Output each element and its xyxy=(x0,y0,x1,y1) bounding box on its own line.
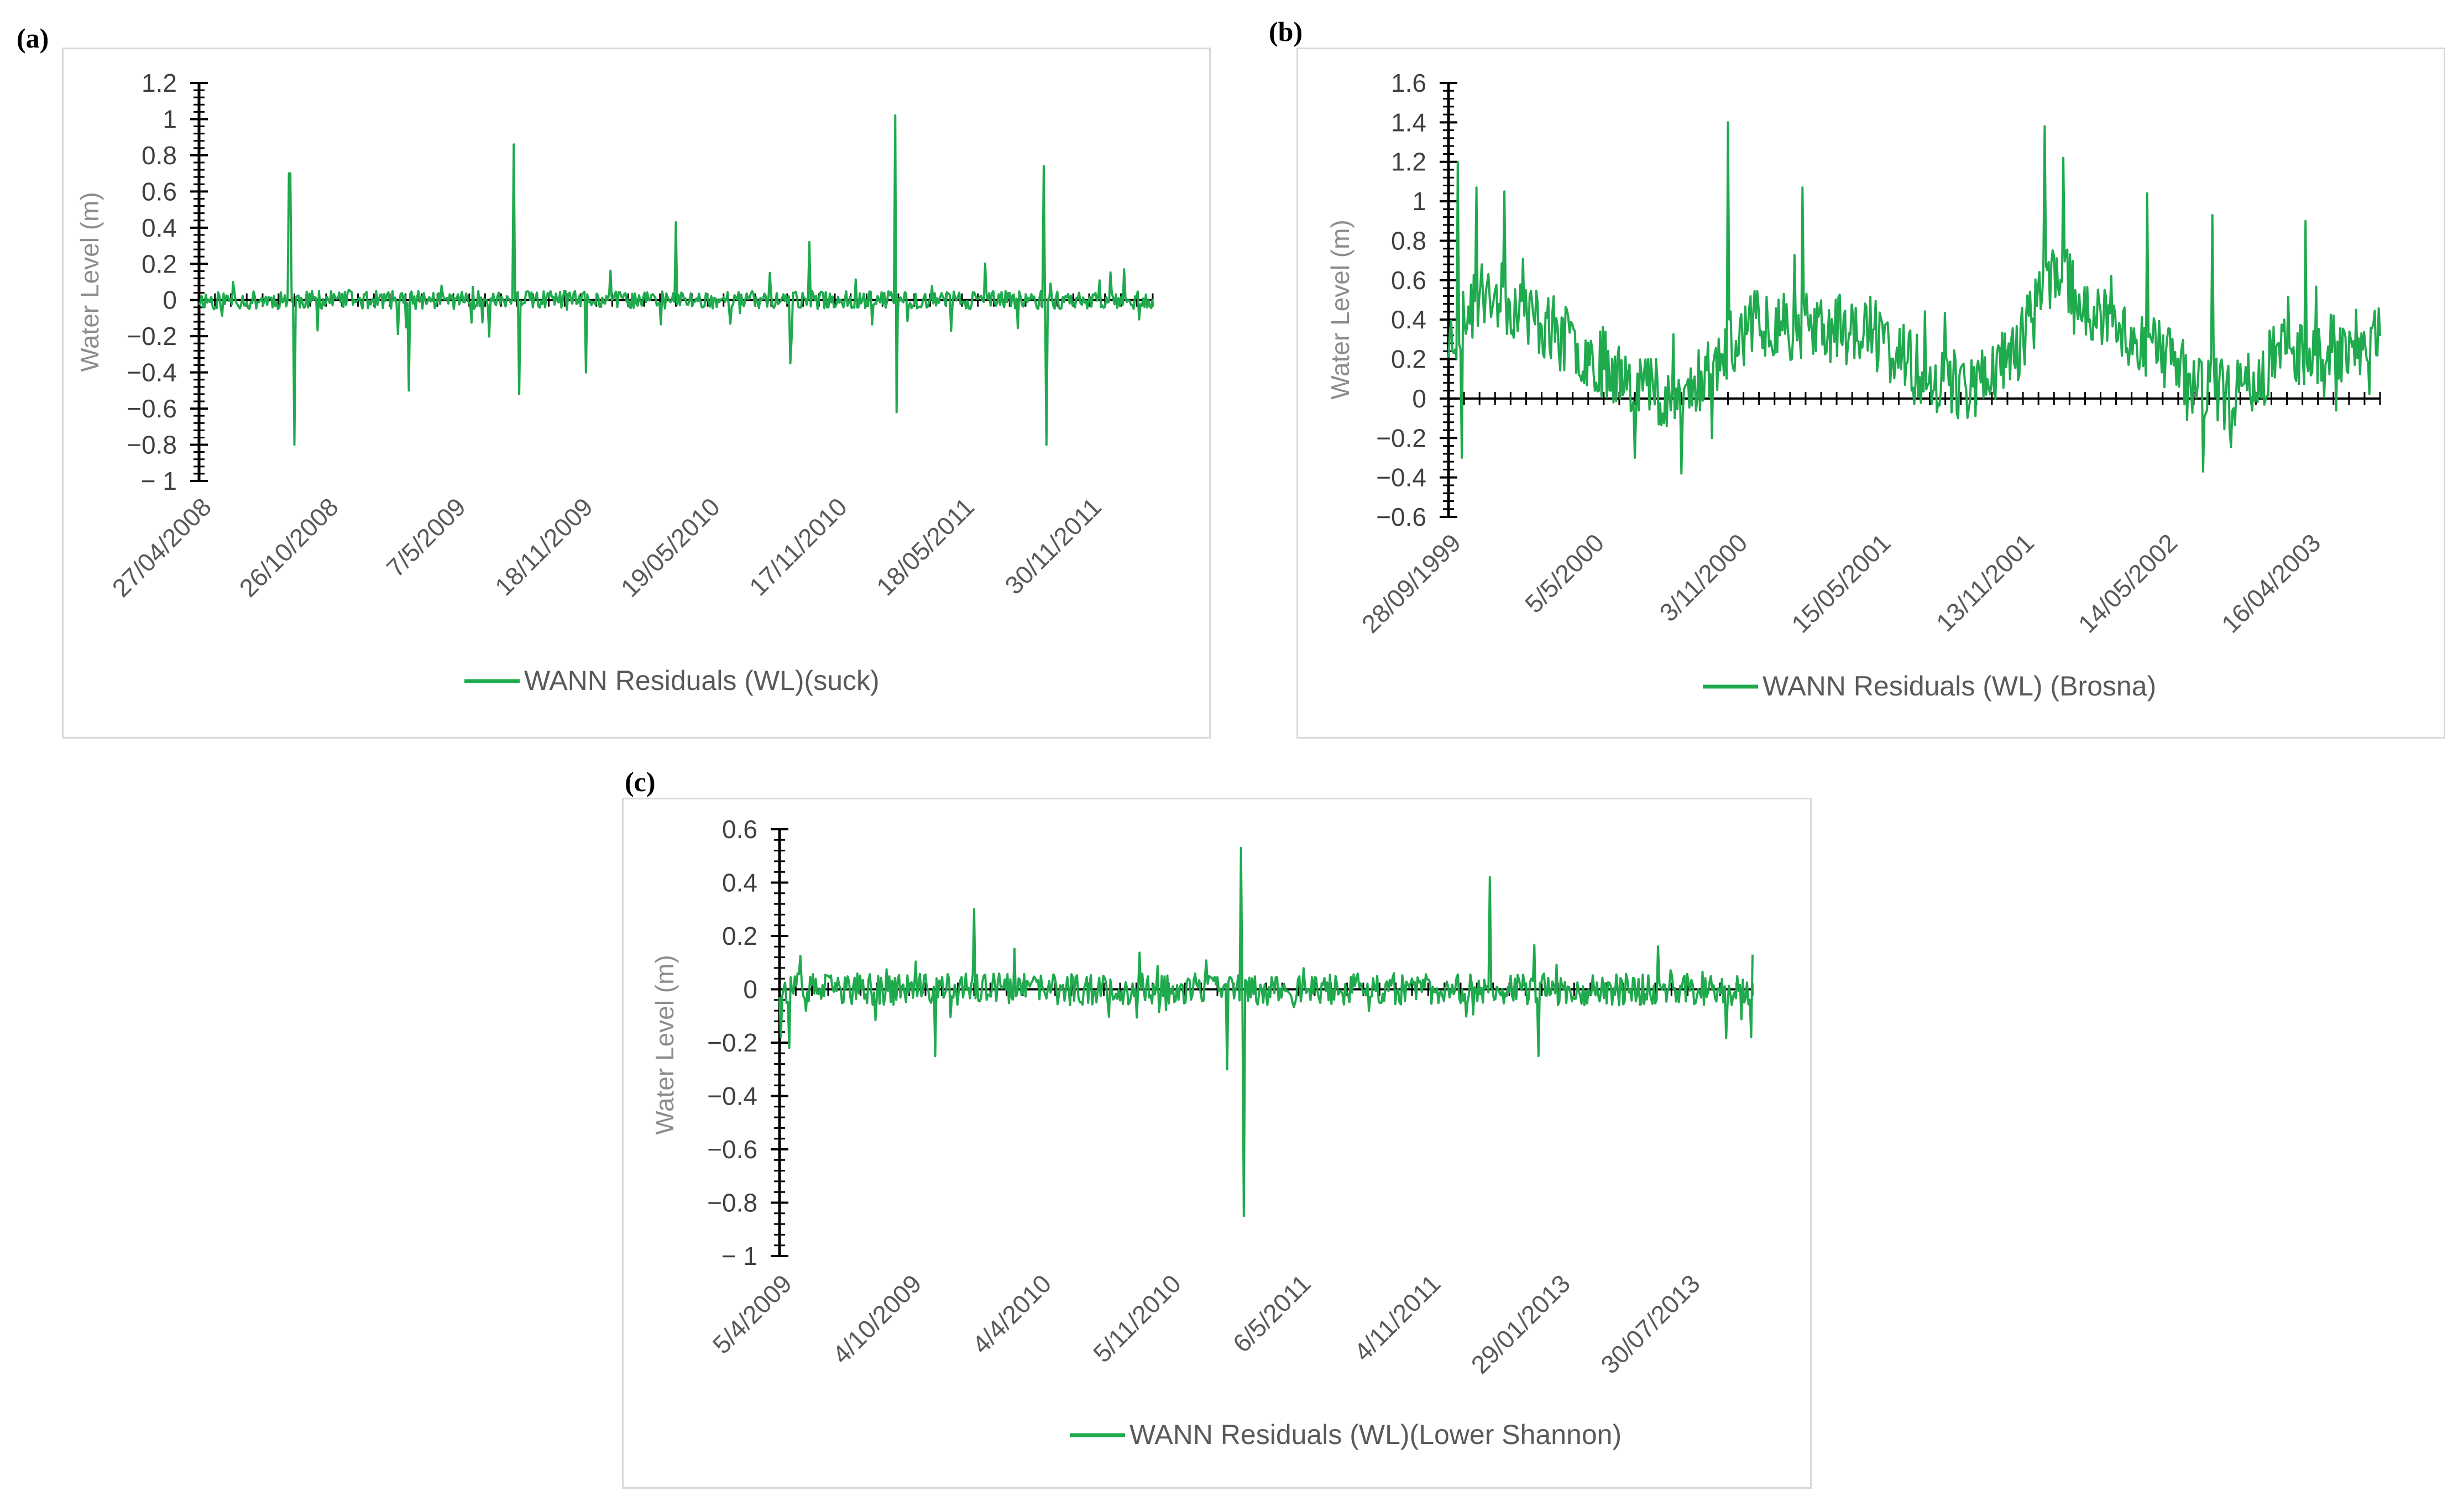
y-tick-label: 1.4 xyxy=(1391,108,1426,137)
y-tick-label: 0.6 xyxy=(1391,266,1426,295)
x-tick-label: 4/10/2009 xyxy=(827,1269,927,1369)
x-tick-label: 3/11/2000 xyxy=(1654,528,1753,627)
x-tick-label: 14/05/2002 xyxy=(2073,528,2183,639)
y-axis-title: Water Level (m) xyxy=(75,192,104,372)
residual-series-line xyxy=(198,114,1154,446)
y-tick-label: −0.4 xyxy=(707,1082,757,1111)
residual-series-line xyxy=(778,846,1754,1217)
chart-a: − 1 −0.8 −0.6 −0.4 −0.2 0 0.2 0.4 0.6 0.8 1 1.2 27/0… xyxy=(75,69,1154,696)
chart-c: − 1 −0.8 −0.6 −0.4 −0.2 0 0.2 0.4 0.6 5/4/2009 4/1… xyxy=(650,815,1754,1450)
y-tick-label: 0.4 xyxy=(142,213,177,242)
legend-label: WANN Residuals (WL)(suck) xyxy=(524,665,880,696)
y-tick-label: 0.2 xyxy=(142,249,177,278)
x-tick-label: 4/11/2011 xyxy=(1348,1269,1446,1367)
y-tick-label: −0.2 xyxy=(707,1028,757,1057)
chart-c-frame xyxy=(622,798,1812,1489)
y-tick-label: 0 xyxy=(743,975,757,1004)
x-tick-label: 26/10/2008 xyxy=(234,492,344,603)
x-tick-label: 17/11/2010 xyxy=(744,492,853,601)
y-tick-label: −0.8 xyxy=(127,431,177,459)
legend-label: WANN Residuals (WL) (Brosna) xyxy=(1763,671,2156,702)
x-tick-label: 15/05/2001 xyxy=(1786,528,1896,639)
y-tick-label: 1 xyxy=(163,104,177,133)
y-tick-label: −0.6 xyxy=(1376,503,1426,531)
y-tick-label: 1.2 xyxy=(142,69,177,97)
y-tick-label: 1 xyxy=(1412,187,1426,216)
x-tick-label: 29/01/2013 xyxy=(1466,1269,1576,1379)
chart-b: −0.6 −0.4 −0.2 0 0.2 0.4 0.6 0.8 1 1.2 1.4 1.6 28/09… xyxy=(1326,69,2381,702)
x-tick-label: 7/5/2009 xyxy=(381,492,471,582)
legend-label: WANN Residuals (WL)(Lower Shannon) xyxy=(1129,1419,1622,1450)
y-tick-label: 0 xyxy=(1412,384,1426,413)
y-axis-title: Water Level (m) xyxy=(1326,219,1354,399)
x-tick-label: 18/11/2009 xyxy=(489,492,598,601)
y-tick-label: 0.2 xyxy=(1391,345,1426,374)
panel-label-c: (c) xyxy=(625,766,656,797)
y-tick-label: 0.4 xyxy=(1391,305,1426,334)
x-tick-label: 5/11/2010 xyxy=(1087,1269,1186,1368)
y-tick-label: 1.6 xyxy=(1391,69,1426,97)
x-tick-label: 6/5/2011 xyxy=(1227,1269,1316,1358)
x-tick-label: 27/04/2008 xyxy=(107,492,217,603)
y-tick-label: −0.2 xyxy=(1376,423,1426,452)
x-tick-label: 30/11/2011 xyxy=(999,492,1107,600)
x-tick-label: 4/4/2010 xyxy=(966,1269,1057,1359)
y-tick-label: −0.4 xyxy=(127,358,177,387)
y-tick-label: −0.6 xyxy=(707,1135,757,1164)
y-tick-label: −0.6 xyxy=(127,394,177,423)
y-tick-label: 0.6 xyxy=(142,177,177,206)
y-tick-label: 0.6 xyxy=(722,815,757,844)
y-tick-label: 0.8 xyxy=(142,141,177,170)
y-tick-label: 0.8 xyxy=(1391,226,1426,255)
y-tick-label: 0 xyxy=(163,286,177,315)
x-tick-label: 28/09/1999 xyxy=(1356,528,1467,639)
y-tick-label: −0.4 xyxy=(1376,463,1426,492)
x-tick-label: 13/11/2001 xyxy=(1931,528,2039,637)
panel-label-a: (a) xyxy=(17,23,49,54)
x-tick-label: 5/4/2009 xyxy=(707,1269,797,1359)
y-tick-label: − 1 xyxy=(141,467,177,495)
x-tick-label: 16/04/2003 xyxy=(2216,528,2326,639)
y-tick-label: 0.4 xyxy=(722,869,757,897)
chart-a-frame xyxy=(62,48,1211,739)
x-tick-label: 18/05/2011 xyxy=(871,492,980,601)
x-tick-label: 5/5/2000 xyxy=(1519,528,1609,618)
y-tick-label: − 1 xyxy=(721,1242,757,1270)
y-axis-title: Water Level (m) xyxy=(650,955,679,1134)
residual-series-line xyxy=(1447,121,2381,475)
x-tick-label: 30/07/2013 xyxy=(1595,1269,1706,1379)
x-tick-label: 19/05/2010 xyxy=(615,492,726,603)
y-tick-label: −0.8 xyxy=(707,1189,757,1217)
y-tick-label: 0.2 xyxy=(722,922,757,950)
panel-label-b: (b) xyxy=(1269,16,1303,47)
y-tick-label: 1.2 xyxy=(1391,148,1426,176)
y-tick-label: −0.2 xyxy=(127,322,177,350)
